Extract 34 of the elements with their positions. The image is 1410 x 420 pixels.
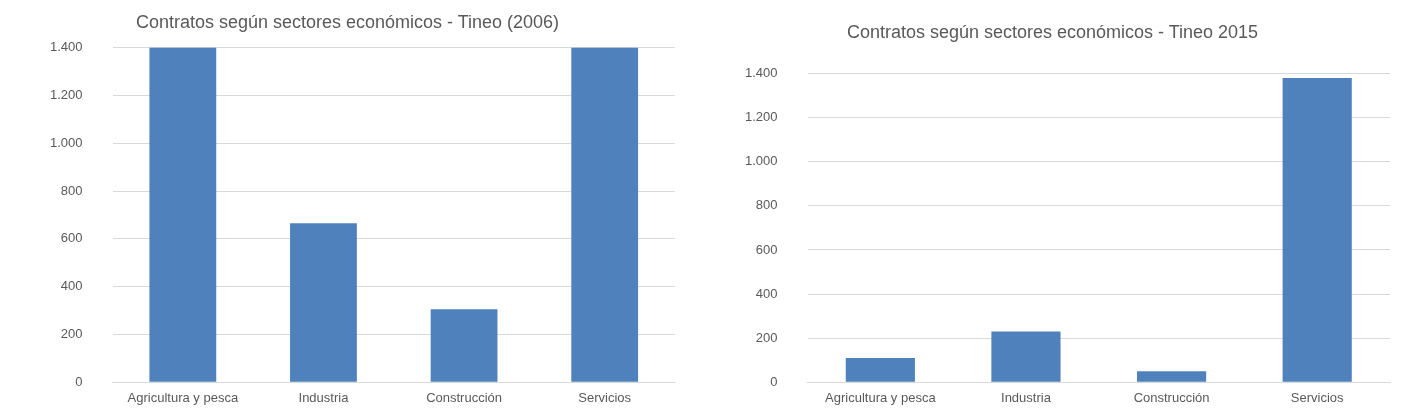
bar bbox=[149, 47, 217, 382]
y-tick-label: 1.200 bbox=[49, 86, 83, 102]
y-tick-label: 1.400 bbox=[744, 65, 778, 81]
x-tick-label: Servicios bbox=[1290, 389, 1345, 405]
y-tick-label: 800 bbox=[60, 182, 83, 198]
bar bbox=[1282, 78, 1352, 382]
chart-title: Contratos según sectores económicos - Tineo (2006) bbox=[135, 11, 560, 32]
y-tick-label: 1.200 bbox=[744, 109, 778, 125]
y-tick-label: 1.000 bbox=[49, 134, 83, 150]
y-tick-label: 1.000 bbox=[744, 153, 778, 169]
y-tick-label: 0 bbox=[75, 373, 83, 389]
x-tick-label: Industria bbox=[1001, 389, 1052, 405]
chart-title: Contratos según sectores económicos - Tineo 2015 bbox=[846, 21, 1259, 42]
bar bbox=[571, 47, 639, 382]
bar bbox=[290, 223, 357, 382]
y-tick-label: 400 bbox=[60, 278, 83, 294]
y-tick-label: 200 bbox=[60, 325, 83, 341]
bar bbox=[991, 331, 1061, 382]
x-tick-label: Agricultura y pesca bbox=[825, 389, 937, 405]
y-tick-label: 200 bbox=[755, 329, 778, 345]
y-tick-label: 600 bbox=[755, 241, 778, 257]
y-tick-label: 800 bbox=[755, 197, 778, 213]
y-tick-label: 600 bbox=[60, 230, 83, 246]
bar bbox=[845, 357, 915, 382]
x-tick-label: Industria bbox=[298, 389, 350, 405]
bar bbox=[430, 309, 498, 382]
y-tick-label: 0 bbox=[770, 373, 778, 389]
y-tick-label: 1.400 bbox=[49, 39, 83, 55]
y-tick-label: 400 bbox=[755, 285, 778, 301]
x-tick-label: Construcción bbox=[1133, 389, 1210, 405]
bar bbox=[1136, 371, 1207, 382]
x-tick-label: Agricultura y pesca bbox=[127, 389, 239, 405]
x-tick-label: Construcción bbox=[426, 389, 503, 405]
x-tick-label: Servicios bbox=[578, 389, 632, 405]
